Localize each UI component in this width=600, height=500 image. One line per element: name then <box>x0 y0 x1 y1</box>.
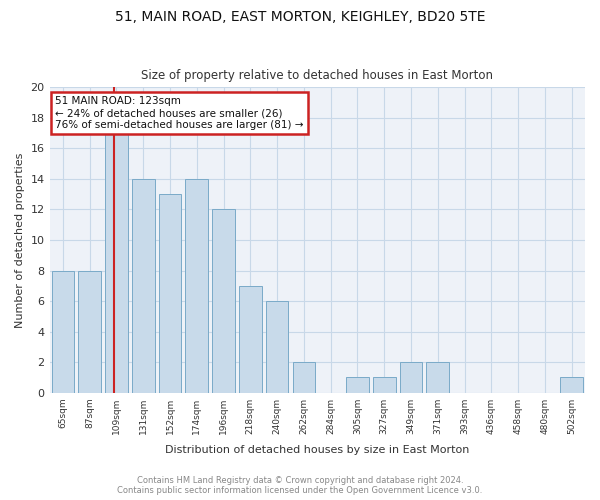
Text: 51, MAIN ROAD, EAST MORTON, KEIGHLEY, BD20 5TE: 51, MAIN ROAD, EAST MORTON, KEIGHLEY, BD… <box>115 10 485 24</box>
Bar <box>373 378 395 392</box>
Text: 51 MAIN ROAD: 123sqm
← 24% of detached houses are smaller (26)
76% of semi-detac: 51 MAIN ROAD: 123sqm ← 24% of detached h… <box>55 96 304 130</box>
Title: Size of property relative to detached houses in East Morton: Size of property relative to detached ho… <box>141 69 493 82</box>
Bar <box>212 210 235 392</box>
Bar <box>105 118 128 392</box>
Bar <box>239 286 262 393</box>
Bar <box>293 362 315 392</box>
Bar <box>79 270 101 392</box>
Text: Contains HM Land Registry data © Crown copyright and database right 2024.
Contai: Contains HM Land Registry data © Crown c… <box>118 476 482 495</box>
Bar <box>132 179 155 392</box>
Bar <box>52 270 74 392</box>
Bar <box>158 194 181 392</box>
Bar <box>266 301 289 392</box>
Bar <box>427 362 449 392</box>
Bar <box>400 362 422 392</box>
X-axis label: Distribution of detached houses by size in East Morton: Distribution of detached houses by size … <box>165 445 469 455</box>
Bar <box>185 179 208 392</box>
Y-axis label: Number of detached properties: Number of detached properties <box>15 152 25 328</box>
Bar <box>346 378 369 392</box>
Bar <box>560 378 583 392</box>
